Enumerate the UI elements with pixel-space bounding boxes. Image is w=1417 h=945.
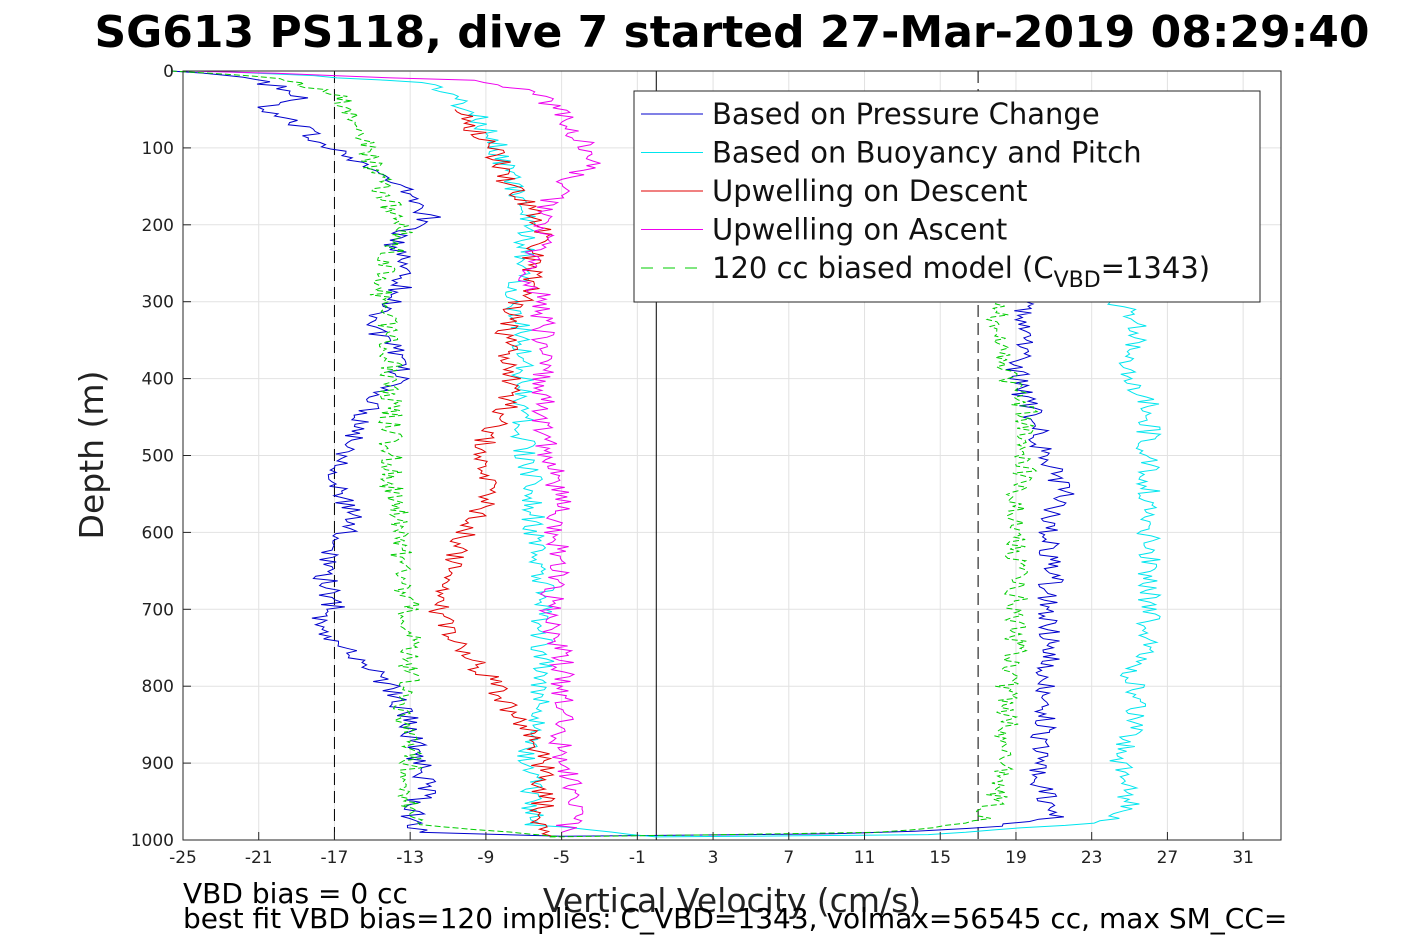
chart-title: SG613 PS118, dive 7 started 27-Mar-2019 …: [94, 7, 1369, 58]
series-line-4-descent: [170, 70, 562, 838]
x-tick-label: 15: [929, 848, 951, 868]
x-tick-label: 23: [1081, 848, 1103, 868]
series-line-0-ascent: [561, 301, 1075, 837]
legend: Based on Pressure Change Based on Buoyanc…: [633, 90, 1261, 303]
x-tick-label: 3: [708, 848, 719, 868]
footer-line-1: VBD bias = 0 cc: [183, 877, 408, 910]
series-line-4-ascent: [549, 301, 1039, 838]
x-tick-label: -1: [629, 848, 646, 868]
legend-label: Upwelling on Ascent: [712, 213, 1007, 247]
x-tick-label: -13: [396, 848, 424, 868]
x-tick-label: -5: [553, 848, 570, 868]
y-tick-label: 900: [142, 754, 174, 774]
footer-line-2: best fit VBD bias=120 implies: C_VBD=134…: [183, 902, 1287, 935]
y-tick-label: 1000: [131, 831, 174, 851]
series-line-3-descent: [189, 70, 601, 833]
y-tick-label: 500: [142, 447, 174, 467]
y-tick-label: 0: [163, 62, 174, 82]
y-tick-label: 800: [142, 677, 174, 697]
series-line-2-descent: [428, 109, 556, 837]
x-tick-label: -25: [169, 848, 197, 868]
data-series: [170, 70, 1162, 838]
x-tick-label: 31: [1232, 848, 1254, 868]
x-tick-label: 27: [1157, 848, 1179, 868]
y-tick-label: 300: [142, 293, 174, 313]
series-line-0-descent: [170, 70, 562, 837]
x-tick-label: 11: [854, 848, 876, 868]
x-tick-label: -21: [245, 848, 273, 868]
y-tick-label: 200: [142, 216, 174, 236]
y-axis-label: Depth (m): [72, 371, 111, 540]
x-tick-label: -9: [477, 848, 494, 868]
x-axis-label: Vertical Velocity (cm/s): [543, 881, 921, 920]
x-tick-label: 19: [1005, 848, 1027, 868]
x-axis-ticks: -25 -21 -17 -13 -9 -5 -1 3 7 11 15 19 23 27 31: [169, 832, 1254, 868]
x-tick-label: -17: [321, 848, 349, 868]
y-tick-label: 400: [142, 370, 174, 390]
y-tick-label: 100: [142, 139, 174, 159]
series-line-1-ascent: [656, 301, 1162, 838]
legend-label: Based on Buoyancy and Pitch: [712, 136, 1142, 170]
legend-label: Upwelling on Descent: [712, 174, 1028, 208]
series-line-1-descent: [208, 70, 657, 838]
y-axis-ticks: 0 100 200 300 400 500 600 700 800 900 1000: [131, 62, 191, 851]
legend-label: Based on Pressure Change: [712, 97, 1100, 131]
x-tick-label: 7: [783, 848, 794, 868]
legend-box: [633, 90, 1261, 303]
y-tick-label: 600: [142, 523, 174, 543]
y-tick-label: 700: [142, 600, 174, 620]
